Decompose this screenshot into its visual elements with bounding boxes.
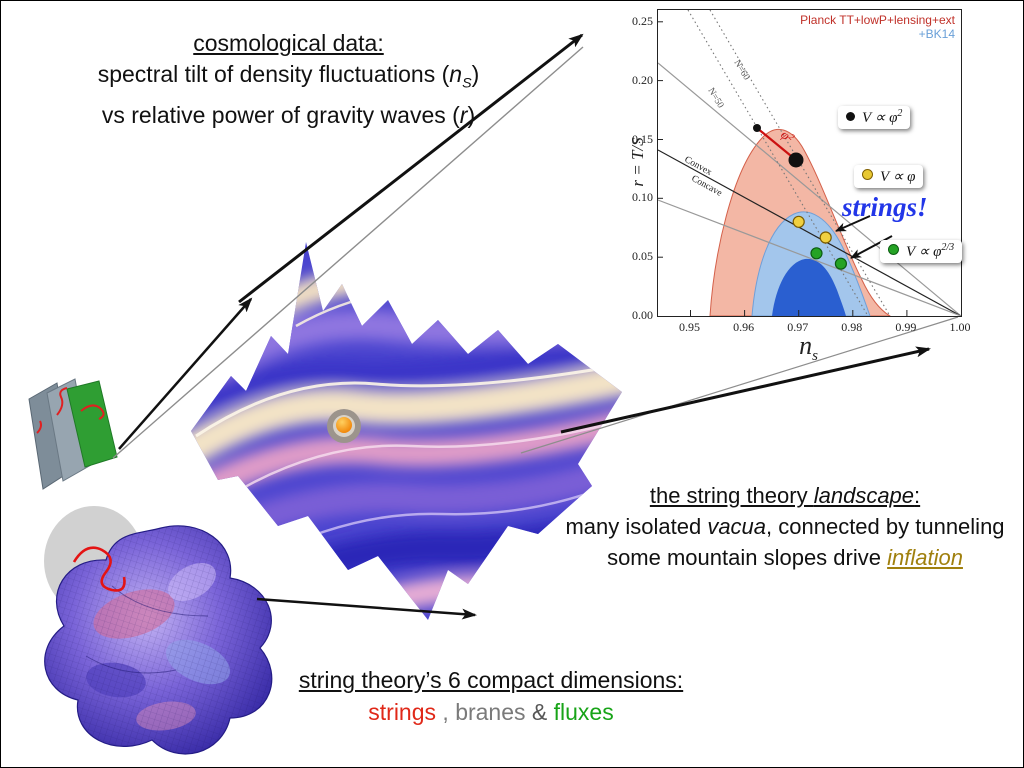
landscape-line2: many isolated vacua, connected by tunnel… bbox=[565, 514, 1005, 539]
landscape-title: the string theory landscape: bbox=[649, 483, 921, 508]
cosmo-line2: spectral tilt of density fluctuations (n… bbox=[97, 61, 480, 92]
branes-image bbox=[28, 378, 118, 490]
y-tick: 0.05 bbox=[632, 249, 653, 264]
landscape-line3: some mountain slopes drive inflation bbox=[607, 545, 963, 570]
concave-label: Concave bbox=[690, 174, 724, 199]
legend-planck-label: Planck TT+lowP+lensing+ext bbox=[800, 13, 955, 27]
y-tick: 0.10 bbox=[632, 190, 653, 205]
y-tick: 0.20 bbox=[632, 72, 653, 87]
strings-word: strings bbox=[368, 699, 437, 725]
planck-ns-r-plot: r = T/S bbox=[621, 7, 1023, 371]
string-squiggle-3 bbox=[80, 404, 105, 420]
branes-word: branes bbox=[455, 699, 526, 725]
bk14-68-contour bbox=[772, 258, 846, 316]
phi2-model-points bbox=[753, 124, 804, 168]
cosmo-title: cosmological data: bbox=[193, 30, 384, 56]
cosmo-line3: vs relative power of gravity waves (r) bbox=[101, 101, 476, 128]
strings-annotation: strings! bbox=[842, 192, 928, 222]
y-tick: 0.25 bbox=[632, 13, 653, 28]
reference-lines bbox=[658, 10, 961, 316]
y-tick: 0.00 bbox=[632, 308, 653, 322]
compact-line2: strings , branes & fluxes bbox=[368, 699, 614, 725]
x-axis-label: ns bbox=[799, 331, 818, 365]
string-squiggle-1 bbox=[36, 420, 42, 434]
axis-ticks bbox=[658, 21, 908, 316]
convex-concave-boundary bbox=[658, 149, 961, 316]
strings-pointer-arrows bbox=[835, 215, 893, 259]
plot-canvas: N=60 N=50 Convex Concave φ2 bbox=[658, 10, 961, 316]
fluxes-word: fluxes bbox=[553, 699, 614, 725]
legend-v-phi2: V ∝ φ2 bbox=[838, 106, 911, 129]
y-tick: 0.15 bbox=[632, 131, 653, 146]
legend-v-phi: V ∝ φ bbox=[854, 165, 924, 188]
orange-ball-icon bbox=[336, 417, 352, 433]
compact-title: string theory’s 6 compact dimensions: bbox=[298, 667, 684, 693]
n60-label: N=60 bbox=[731, 58, 751, 82]
plot-legend: Planck TT+lowP+lensing+ext +BK14 bbox=[745, 13, 955, 41]
vacuum-ball bbox=[327, 409, 361, 443]
legend-bk14-label: +BK14 bbox=[918, 27, 955, 41]
yellow-dot-icon bbox=[862, 169, 873, 180]
green-dot-icon bbox=[888, 244, 899, 255]
legend-v-phi23: V ∝ φ2/3 bbox=[880, 240, 963, 263]
compact-dimensions-caption: string theory’s 6 compact dimensions: st… bbox=[251, 664, 731, 728]
phi23-model-points bbox=[810, 247, 847, 270]
n50-label: N=50 bbox=[705, 86, 725, 110]
red-string-squiggle bbox=[72, 546, 126, 592]
landscape-caption: the string theory landscape: many isolat… bbox=[546, 480, 1023, 573]
calabi-yau-image bbox=[44, 506, 273, 755]
plot-area: N=60 N=50 Convex Concave φ2 bbox=[657, 9, 963, 317]
phi-model-points bbox=[792, 215, 832, 244]
black-dot-icon bbox=[846, 112, 855, 121]
cosmological-data-caption: cosmological data: spectral tilt of dens… bbox=[31, 28, 546, 131]
n60-line bbox=[709, 10, 891, 316]
inflation-highlight: inflation bbox=[887, 545, 963, 570]
n50-line bbox=[687, 10, 869, 316]
string-squiggle-2 bbox=[56, 387, 68, 416]
